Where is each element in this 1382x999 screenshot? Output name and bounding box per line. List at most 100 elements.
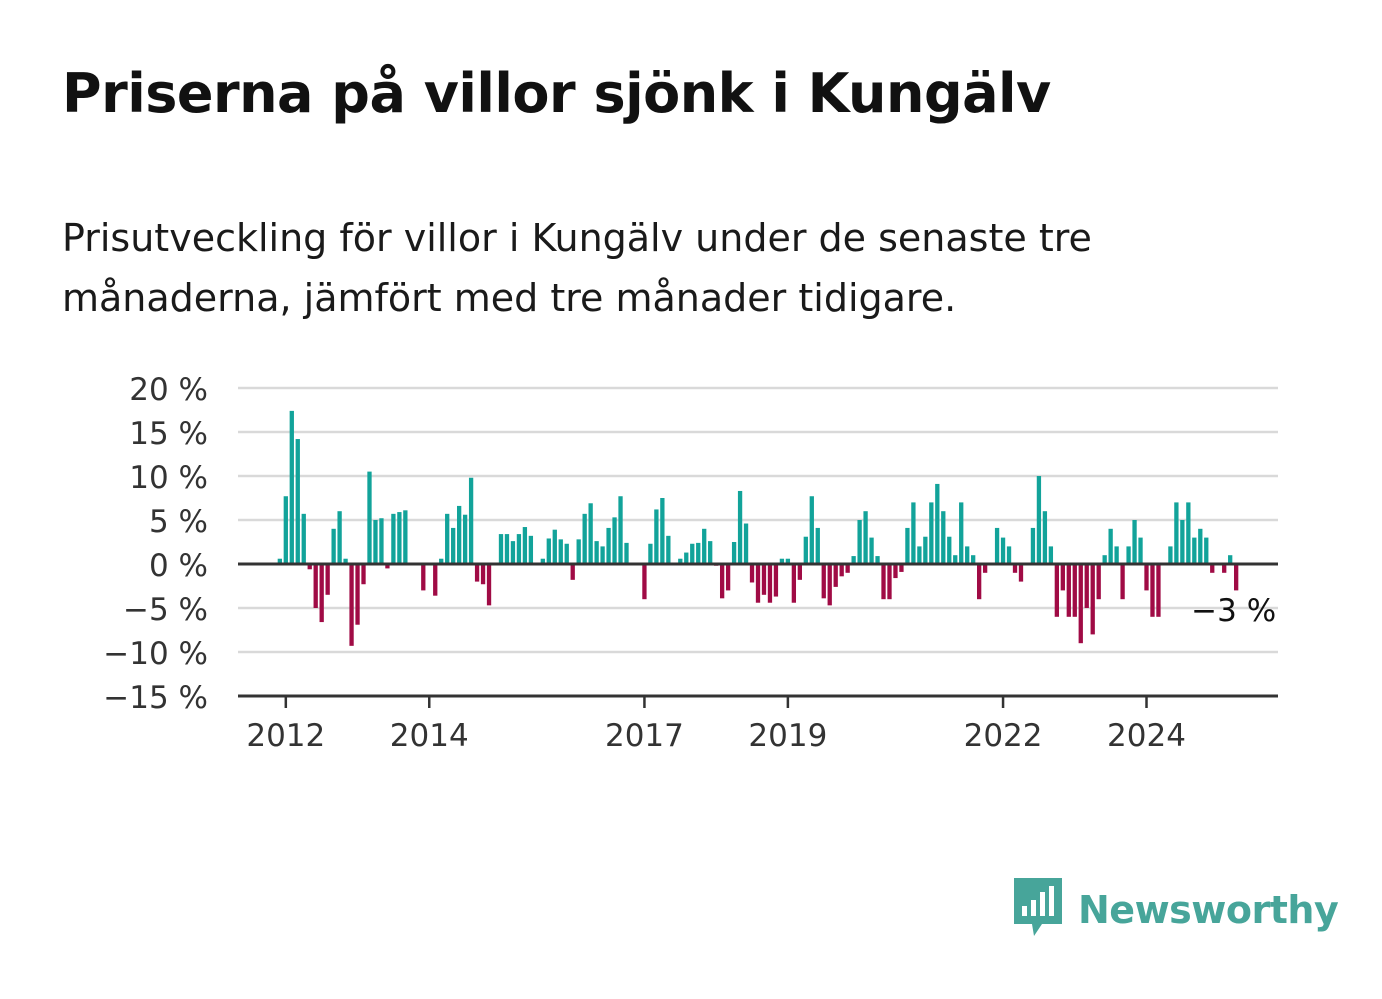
- bar: [618, 496, 623, 564]
- bar: [839, 564, 844, 577]
- bar: [1066, 564, 1071, 617]
- bar: [1204, 537, 1209, 564]
- bars: [277, 410, 1239, 646]
- bar: [976, 564, 982, 600]
- bar: [564, 543, 569, 564]
- bar: [1018, 564, 1024, 582]
- bar: [1096, 564, 1101, 600]
- bar: [337, 511, 342, 564]
- brand-name: Newsworthy: [1078, 888, 1339, 932]
- bar: [725, 564, 731, 591]
- bar: [433, 564, 438, 596]
- axes: [238, 562, 1278, 708]
- bar: [809, 496, 814, 564]
- bar: [666, 535, 671, 564]
- bar: [1192, 537, 1197, 564]
- bar: [869, 537, 874, 564]
- bar: [1198, 528, 1203, 564]
- bar: [486, 564, 492, 606]
- y-tick-label: 0 %: [149, 548, 208, 584]
- bar: [277, 558, 282, 564]
- bar: [803, 536, 808, 564]
- bar: [367, 471, 372, 564]
- bar: [570, 564, 575, 580]
- bar: [468, 477, 474, 564]
- bar: [1234, 564, 1239, 591]
- x-tick-label: 2012: [246, 718, 325, 754]
- bar: [421, 564, 426, 591]
- bar: [767, 564, 773, 603]
- grid-lines: [238, 386, 1278, 654]
- y-tick-label: 10 %: [129, 460, 208, 496]
- bar: [439, 558, 444, 564]
- bar: [600, 546, 605, 564]
- bar: [1036, 476, 1042, 564]
- bar: [1006, 546, 1012, 564]
- y-tick-label: 20 %: [129, 372, 208, 408]
- x-tick-label: 2024: [1107, 718, 1186, 754]
- bar: [301, 513, 306, 564]
- bar: [313, 564, 318, 608]
- bar: [827, 564, 832, 606]
- bar: [785, 558, 791, 564]
- bar: [1108, 528, 1113, 564]
- bar: [982, 564, 988, 573]
- bar: [361, 564, 366, 585]
- bar: [797, 564, 802, 580]
- bar: [779, 558, 785, 564]
- bar: [1126, 546, 1131, 564]
- bar: [1210, 564, 1215, 573]
- bar: [498, 534, 504, 564]
- y-tick-label: 5 %: [149, 504, 208, 540]
- bar: [397, 512, 402, 564]
- bar: [1000, 537, 1006, 564]
- bar: [929, 502, 934, 564]
- bar: [349, 564, 354, 646]
- x-tick-label: 2014: [390, 718, 469, 754]
- bar: [941, 511, 946, 564]
- bar: [971, 555, 976, 564]
- bar: [1138, 537, 1143, 564]
- bar: [947, 536, 952, 564]
- bar: [923, 536, 928, 564]
- bar: [696, 542, 701, 564]
- bar: [1012, 564, 1018, 573]
- bar: [761, 564, 767, 595]
- labels: 20 % 15 % 10 % 5 % 0 % −5 % −10 % −15 % 2012 2014…: [103, 372, 1276, 754]
- bar: [773, 564, 779, 597]
- bar: [576, 539, 581, 564]
- bar: [289, 410, 294, 564]
- bar: [1042, 511, 1048, 564]
- y-tick-label: −5 %: [123, 592, 208, 628]
- bar: [737, 490, 743, 564]
- bar: [702, 528, 707, 564]
- bar: [857, 520, 862, 564]
- bar: [684, 552, 689, 564]
- bar: [1078, 564, 1083, 644]
- bar: [516, 534, 522, 564]
- bar: [690, 543, 695, 564]
- bar: [445, 513, 450, 564]
- bar: [540, 558, 545, 564]
- bar: [1150, 564, 1155, 617]
- x-tick-label: 2019: [748, 718, 827, 754]
- bar: [462, 514, 468, 564]
- x-tick-label: 2022: [964, 718, 1043, 754]
- bar: [1156, 564, 1161, 617]
- newsworthy-logo: Newsworthy: [1012, 878, 1339, 942]
- bar: [331, 528, 336, 564]
- bar: [379, 518, 384, 564]
- bar: [1090, 564, 1095, 635]
- bar: [648, 543, 653, 564]
- chart-title: Priserna på villor sjönk i Kungälv: [62, 62, 1051, 125]
- bar: [1144, 564, 1149, 591]
- bar: [845, 564, 850, 573]
- bar: [1168, 546, 1173, 564]
- bar: [1132, 520, 1137, 564]
- bar: [965, 546, 970, 564]
- bar: [1186, 502, 1191, 564]
- bar: [373, 520, 378, 564]
- bar: [994, 527, 1000, 564]
- bar: [911, 502, 916, 564]
